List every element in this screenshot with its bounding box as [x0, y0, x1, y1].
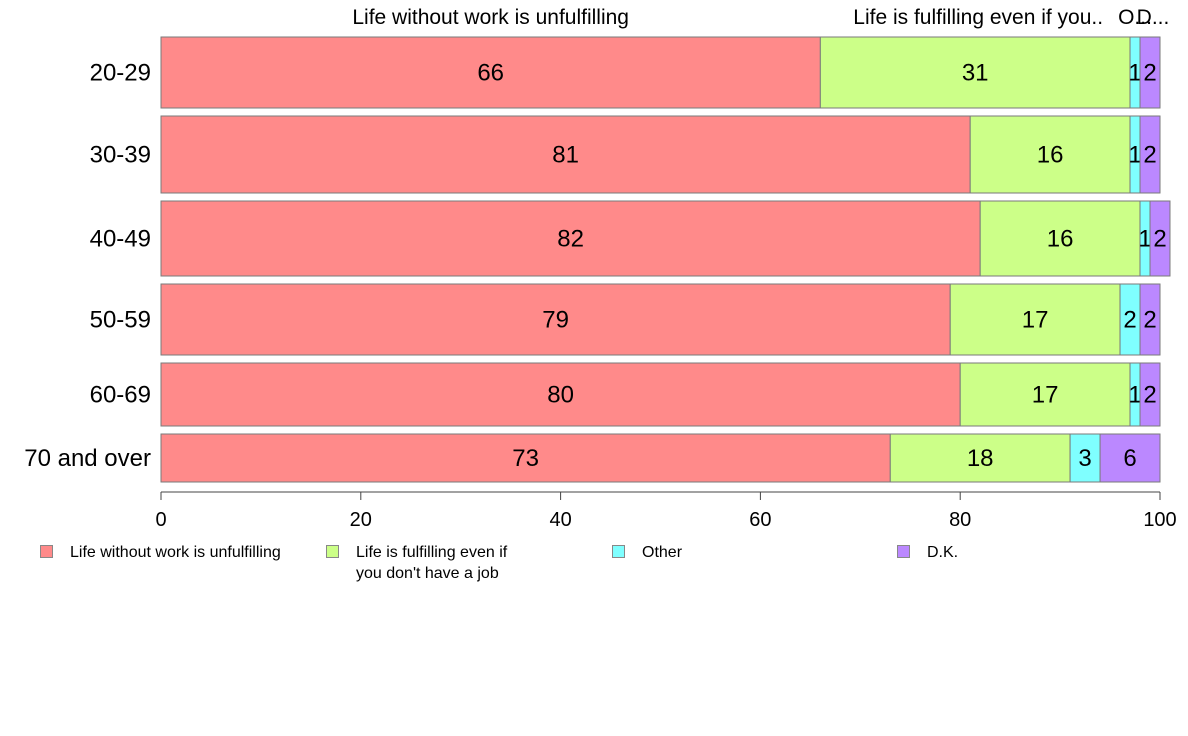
column-header: O... — [1118, 6, 1152, 29]
legend-label: Life is fulfilling even if you don't hav… — [356, 544, 508, 582]
data-label: 2 — [1143, 382, 1156, 409]
data-label: 2 — [1123, 307, 1136, 334]
data-label: 79 — [542, 307, 569, 334]
data-label: 2 — [1143, 307, 1156, 334]
bar-segment — [1139, 36, 1161, 109]
data-label: 1 — [1128, 142, 1141, 169]
data-label: 81 — [552, 142, 579, 169]
category-label: 20-29 — [90, 60, 151, 87]
legend-label: D.K. — [927, 544, 959, 561]
data-label: 82 — [557, 226, 584, 253]
legend-swatch — [612, 545, 625, 558]
legend-label: Other — [642, 544, 683, 561]
x-tick-label: 0 — [155, 509, 166, 531]
category-label: 70 and over — [24, 445, 151, 472]
category-label: 40-49 — [90, 226, 151, 253]
data-label: 2 — [1143, 60, 1156, 87]
bar-segment — [949, 283, 1121, 356]
legend-item: D.K. — [897, 542, 958, 563]
bar-segment — [160, 362, 961, 427]
column-header: Life is fulfilling even if you.. — [853, 6, 1103, 29]
x-tick-label: 60 — [749, 509, 771, 531]
data-label: 16 — [1037, 142, 1064, 169]
data-label: 2 — [1153, 226, 1166, 253]
legend-label: Life without work is unfulfilling — [70, 544, 281, 561]
legend-swatch — [326, 545, 339, 558]
data-label: 31 — [962, 60, 989, 87]
bar-segment — [1069, 433, 1101, 483]
bar-segment — [160, 433, 891, 483]
data-label: 80 — [547, 382, 574, 409]
data-label: 66 — [477, 60, 504, 87]
legend-item: Life is fulfilling even if you don't hav… — [326, 542, 507, 584]
x-tick-label: 100 — [1143, 509, 1176, 531]
column-header: D... — [1137, 6, 1170, 29]
bar-segment — [819, 36, 1131, 109]
bar-segment — [160, 115, 971, 194]
data-label: 1 — [1128, 382, 1141, 409]
stacked-bar-chart: Life without work is unfulfilling Life is… — [24, 6, 1176, 531]
category-label: 30-39 — [90, 142, 151, 169]
bar-segment — [160, 283, 951, 356]
legend-item: Life without work is unfulfilling — [40, 542, 281, 563]
column-header: Life without work is unfulfilling — [352, 6, 629, 29]
x-tick-label: 20 — [350, 509, 372, 531]
bar-segment — [1139, 362, 1161, 427]
data-label: 73 — [512, 445, 539, 472]
category-label: 60-69 — [90, 382, 151, 409]
bar-segment — [959, 362, 1131, 427]
data-label: 1 — [1138, 226, 1151, 253]
bar-segment — [1149, 200, 1171, 277]
data-label: 16 — [1047, 226, 1074, 253]
data-label: 1 — [1128, 60, 1141, 87]
x-tick-label: 80 — [949, 509, 971, 531]
data-label: 17 — [1022, 307, 1049, 334]
bar-segment — [1139, 115, 1161, 194]
legend-item: Other — [612, 542, 682, 563]
data-label: 17 — [1032, 382, 1059, 409]
bar-segment — [1139, 283, 1161, 356]
data-label: 2 — [1143, 142, 1156, 169]
legend-swatch — [40, 545, 53, 558]
data-label: 6 — [1123, 445, 1136, 472]
data-label: 18 — [967, 445, 994, 472]
legend-swatch — [897, 545, 910, 558]
bar-segment — [979, 200, 1141, 277]
bar-segment — [160, 200, 981, 277]
legend: Life without work is unfulfilling Life is… — [0, 542, 1188, 602]
x-tick-label: 40 — [549, 509, 571, 531]
data-label: 3 — [1078, 445, 1091, 472]
bar-segment — [1099, 433, 1161, 483]
category-label: 50-59 — [90, 307, 151, 334]
